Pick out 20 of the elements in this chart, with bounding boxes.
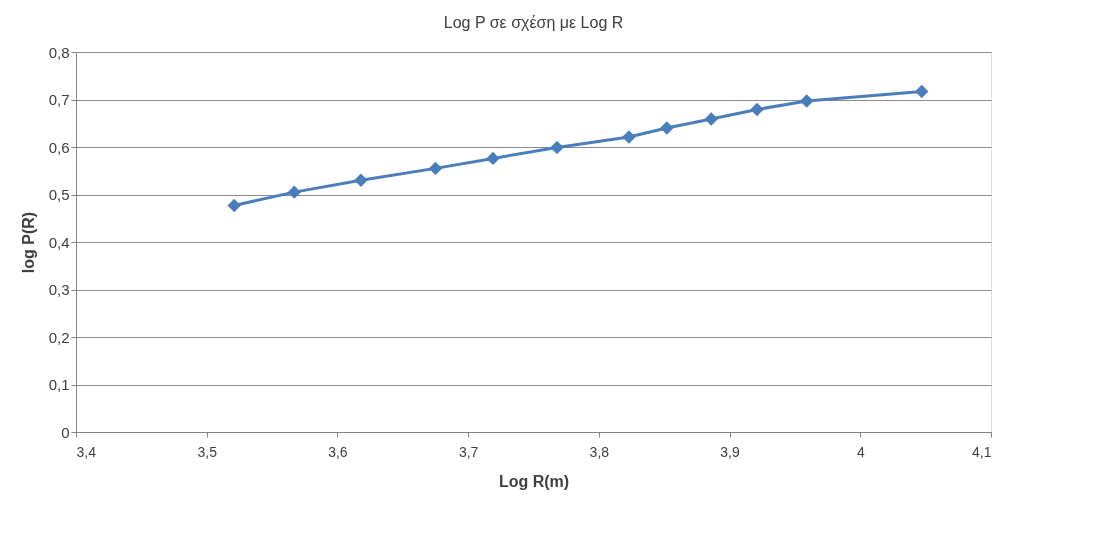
y-tick-label: 0,5 [48,186,70,203]
y-tick-label: 0,2 [48,328,70,346]
x-tick-label: 4,1 [972,443,992,460]
y-tick-label: 0,3 [48,281,70,298]
x-tick-label: 3,9 [720,443,741,460]
y-tick-label: 0,1 [48,376,70,393]
x-tick-label: 3,5 [197,443,218,460]
y-tick-label: 0 [61,423,70,441]
x-tick-label: 3,4 [76,443,97,460]
x-tick-label: 3,7 [458,443,479,460]
x-tick-label: 3,8 [589,443,610,460]
y-tick-label: 0,6 [48,138,70,156]
y-axis-title: log P(R) [19,211,37,274]
y-tick-label: 0,7 [48,91,70,108]
chart-title: Log P σε σχέση με Log R [443,14,624,31]
y-tick-label: 0,4 [48,233,70,251]
x-tick-label: 3,6 [328,443,348,460]
x-tick-label: 4 [856,443,865,460]
x-axis-title: Log R(m) [498,472,570,490]
y-tick-label: 0,8 [48,43,70,61]
